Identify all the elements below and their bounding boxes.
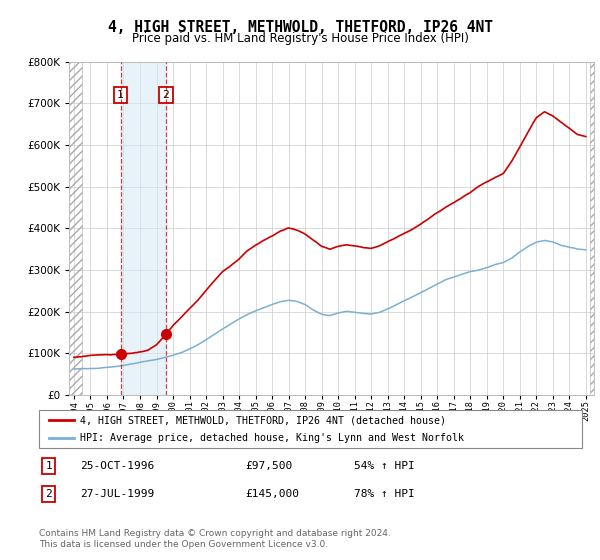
Text: 78% ↑ HPI: 78% ↑ HPI: [354, 489, 415, 499]
Text: 2: 2: [46, 489, 52, 499]
Text: 1: 1: [46, 461, 52, 472]
Text: 27-JUL-1999: 27-JUL-1999: [80, 489, 154, 499]
Bar: [590, 62, 594, 395]
Text: 4, HIGH STREET, METHWOLD, THETFORD, IP26 4NT: 4, HIGH STREET, METHWOLD, THETFORD, IP26…: [107, 20, 493, 35]
Text: HPI: Average price, detached house, King's Lynn and West Norfolk: HPI: Average price, detached house, King…: [80, 433, 464, 443]
Text: 1: 1: [117, 90, 124, 100]
Text: Contains HM Land Registry data © Crown copyright and database right 2024.
This d: Contains HM Land Registry data © Crown c…: [39, 529, 391, 549]
Text: 25-OCT-1996: 25-OCT-1996: [80, 461, 154, 472]
Text: £97,500: £97,500: [245, 461, 293, 472]
Text: £145,000: £145,000: [245, 489, 299, 499]
Text: 2: 2: [163, 90, 169, 100]
Text: 54% ↑ HPI: 54% ↑ HPI: [354, 461, 415, 472]
Bar: [121, 62, 166, 395]
FancyBboxPatch shape: [39, 410, 582, 448]
Bar: [69, 62, 82, 395]
Text: Price paid vs. HM Land Registry's House Price Index (HPI): Price paid vs. HM Land Registry's House …: [131, 32, 469, 45]
Text: 4, HIGH STREET, METHWOLD, THETFORD, IP26 4NT (detached house): 4, HIGH STREET, METHWOLD, THETFORD, IP26…: [80, 415, 446, 425]
